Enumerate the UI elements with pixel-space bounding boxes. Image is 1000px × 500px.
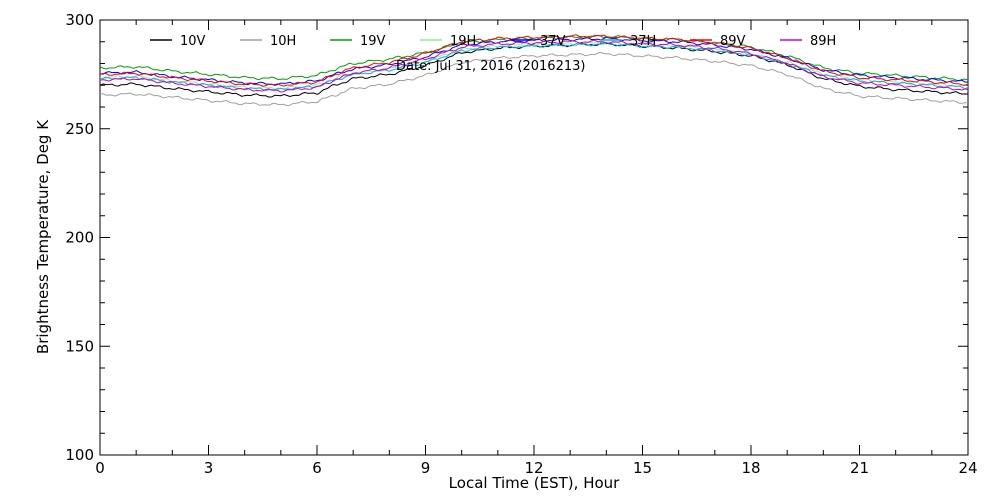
legend-label-89h: 89H: [810, 34, 836, 49]
x-tick-label: 24: [958, 459, 977, 477]
axis-tick-labels: 0 3 6 9 12 15 18 21 24 100 150 200 250 300: [65, 11, 977, 477]
series-line-89h: [99, 39, 969, 93]
y-tick-label: 150: [65, 337, 94, 355]
series-line-19v: [99, 34, 969, 82]
legend-label-19h: 19H: [450, 34, 476, 49]
x-tick-label: 15: [633, 459, 652, 477]
x-tick-label: 0: [95, 459, 105, 477]
y-tick-label: 250: [65, 120, 94, 138]
y-axis-title: Brightness Temperature, Deg K: [34, 119, 52, 354]
x-tick-label: 18: [741, 459, 760, 477]
series-line-10h: [99, 51, 969, 107]
legend-label-37v: 37V: [540, 34, 566, 49]
x-tick-label: 9: [421, 459, 431, 477]
axis-ticks: [99, 19, 969, 456]
series-line-89v: [99, 34, 969, 87]
x-tick-label: 12: [524, 459, 543, 477]
series-line-19h: [99, 41, 969, 91]
x-tick-label: 6: [312, 459, 322, 477]
legend-label-37h: 37H: [630, 34, 656, 49]
y-tick-label: 300: [65, 11, 94, 29]
x-tick-label: 21: [850, 459, 869, 477]
legend: 10V 10H 19V 19H 37V 37H 89V 89H: [150, 34, 836, 49]
legend-label-10h: 10H: [270, 34, 296, 49]
plot-frame: [99, 19, 969, 456]
series-lines: [99, 34, 969, 107]
legend-label-10v: 10V: [180, 34, 206, 49]
legend-label-89v: 89V: [720, 34, 746, 49]
x-tick-label: 3: [204, 459, 214, 477]
y-tick-label: 200: [65, 229, 94, 247]
y-tick-label: 100: [65, 446, 94, 464]
date-annotation: Date: Jul 31, 2016 (2016213): [396, 59, 585, 74]
x-axis-title: Local Time (EST), Hour: [449, 474, 620, 492]
legend-label-19v: 19V: [360, 34, 386, 49]
